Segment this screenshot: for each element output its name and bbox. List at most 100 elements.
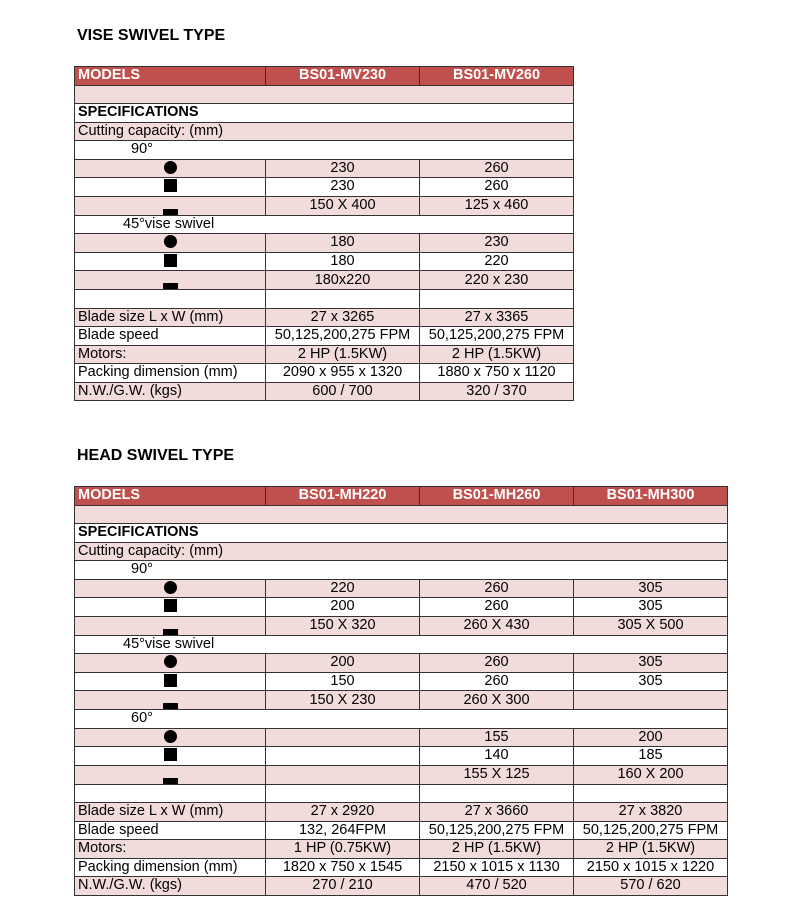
value-cell: 220 x 230 (419, 270, 574, 290)
table-row: N.W./G.W. (kgs) 270 / 210 470 / 520 570 / 6… (74, 876, 728, 896)
value-cell: 2090 x 955 x 1320 (265, 363, 420, 383)
row-label (74, 289, 266, 309)
rect-icon (162, 283, 178, 289)
value-cell: 50,125,200,275 FPM (265, 326, 420, 346)
value-cell: 180 (265, 233, 420, 253)
rect-icon (162, 628, 178, 634)
value-cell: 570 / 620 (573, 876, 728, 896)
table-row: Motors: 2 HP (1.5KW) 2 HP (1.5KW) (74, 344, 574, 364)
circle-icon (163, 160, 177, 174)
value-cell: 140 (419, 746, 574, 766)
value-cell: 600 / 700 (265, 381, 420, 401)
value-cell: 320 / 370 (419, 381, 574, 401)
value-cell: 260 (419, 578, 574, 598)
shape-cell (74, 764, 266, 785)
square-icon (163, 673, 177, 687)
row-label: N.W./G.W. (kgs) (74, 876, 266, 896)
row-label (74, 84, 574, 104)
value-cell: 1880 x 750 x 1120 (419, 363, 574, 383)
value-cell: 470 / 520 (419, 876, 574, 896)
row-label: Cutting capacity: (mm) (74, 121, 574, 141)
shape-cell (74, 746, 266, 766)
value-cell: 260 (419, 671, 574, 691)
row-label: Blade size L x W (mm) (74, 307, 266, 327)
value-cell (265, 727, 420, 747)
value-cell: 27 x 3265 (265, 307, 420, 327)
table-row (74, 504, 728, 524)
value-cell (265, 764, 420, 785)
table-row: Blade speed 132, 264FPM 50,125,200,275 FPM… (74, 820, 728, 840)
value-cell: 50,125,200,275 FPM (419, 326, 574, 346)
shape-cell (74, 615, 266, 636)
row-label (74, 783, 266, 803)
value-cell: 150 X 400 (265, 195, 420, 216)
table-row: 60° (74, 709, 728, 729)
value-cell: 180x220 (265, 270, 420, 290)
value-cell: 180 (265, 251, 420, 271)
model-name: BS01-MH260 (419, 486, 574, 506)
value-cell: 27 x 3820 (573, 802, 728, 822)
value-cell: 132, 264FPM (265, 820, 420, 840)
shape-cell (74, 597, 266, 617)
table-row: 90° (74, 560, 728, 580)
table-row: Cutting capacity: (mm) (74, 541, 728, 561)
value-cell: 160 X 200 (573, 764, 728, 785)
table-row: 45°vise swivel (74, 214, 574, 234)
square-icon (163, 253, 177, 267)
table-row: Cutting capacity: (mm) (74, 121, 574, 141)
value-cell: 230 (265, 177, 420, 197)
row-label: Blade speed (74, 820, 266, 840)
table-row: 200 260 305 (74, 597, 728, 617)
table-row: 45°vise swivel (74, 634, 728, 654)
shape-cell (74, 690, 266, 710)
row-label: Packing dimension (mm) (74, 857, 266, 877)
vise-swivel-table: MODELS BS01-MV230 BS01-MV260 SPECIFICATIONS… (74, 66, 574, 401)
row-label: 45°vise swivel (74, 214, 574, 234)
square-icon (163, 179, 177, 193)
table-row: 230 260 (74, 158, 574, 178)
table-row: Blade size L x W (mm) 27 x 3265 27 x 3365 (74, 307, 574, 327)
table-row: SPECIFICATIONS (74, 523, 728, 543)
model-name: BS01-MH220 (265, 486, 420, 506)
table-row: Packing dimension (mm) 2090 x 955 x 1320 1… (74, 363, 574, 383)
value-cell: 260 X 430 (419, 615, 574, 636)
value-cell: 185 (573, 746, 728, 766)
value-cell: 200 (573, 727, 728, 747)
value-cell: 27 x 3365 (419, 307, 574, 327)
rect-icon (162, 777, 178, 783)
square-icon (163, 748, 177, 762)
table-row: 220 260 305 (74, 578, 728, 598)
table-row: Motors: 1 HP (0.75KW) 2 HP (1.5KW) 2 HP (1.… (74, 839, 728, 859)
shape-cell (74, 251, 266, 271)
value-cell (419, 783, 574, 803)
vise-swivel-title: VISE SWIVEL TYPE (77, 27, 226, 44)
value-cell: 200 (265, 597, 420, 617)
circle-icon (163, 655, 177, 669)
table-row: 150 X 320 260 X 430 305 X 500 (74, 615, 728, 636)
row-label: Blade speed (74, 326, 266, 346)
value-cell: 230 (419, 233, 574, 253)
shape-cell (74, 195, 266, 216)
value-cell: 260 (419, 158, 574, 178)
shape-cell (74, 653, 266, 673)
models-label: MODELS (74, 66, 266, 86)
value-cell: 220 (265, 578, 420, 598)
header-row: MODELS BS01-MH220 BS01-MH260 BS01-MH300 (74, 486, 728, 506)
table-row (74, 84, 574, 104)
value-cell: 150 X 230 (265, 690, 420, 710)
table-row: 180x220 220 x 230 (74, 270, 574, 290)
shape-cell (74, 177, 266, 197)
row-label: Motors: (74, 344, 266, 364)
table-row: 150 X 230 260 X 300 (74, 690, 728, 710)
table-row: 230 260 (74, 177, 574, 197)
value-cell: 27 x 2920 (265, 802, 420, 822)
shape-cell (74, 158, 266, 178)
table-row: 155 X 125 160 X 200 (74, 764, 728, 785)
shape-cell (74, 671, 266, 691)
value-cell (573, 783, 728, 803)
row-label: Motors: (74, 839, 266, 859)
table-row: 150 X 400 125 x 460 (74, 195, 574, 216)
value-cell: 305 (573, 671, 728, 691)
value-cell: 50,125,200,275 FPM (419, 820, 574, 840)
shape-cell (74, 578, 266, 598)
